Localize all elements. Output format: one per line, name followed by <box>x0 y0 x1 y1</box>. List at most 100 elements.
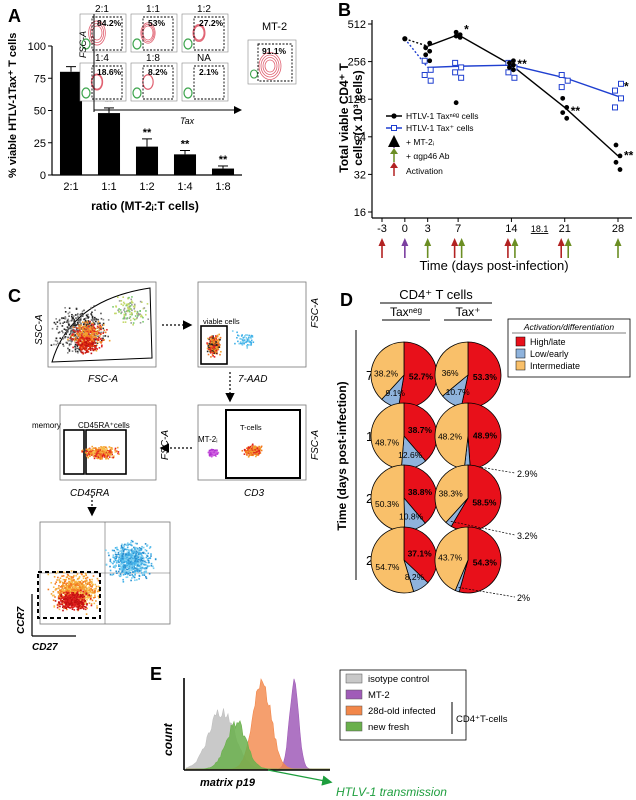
cDots5-dot <box>74 598 76 601</box>
cDots1-dot <box>75 335 78 338</box>
cDots5-dot <box>127 572 130 575</box>
cDots1-dot <box>91 345 93 348</box>
cDots1-dot <box>90 319 93 321</box>
cDots5-dot <box>70 583 73 585</box>
cDots2-dot <box>246 334 249 336</box>
cDots5-dot <box>68 601 71 603</box>
cDots5-dot <box>84 572 87 575</box>
cDots1-dot <box>147 318 150 321</box>
cDots5-dot <box>80 605 83 608</box>
cDots2-dot <box>210 338 212 340</box>
c-plot1-x: FSC-A <box>88 374 118 385</box>
cDots5-dot <box>132 571 134 573</box>
cDots3-dot <box>248 449 251 451</box>
cDots5-dot <box>91 599 94 602</box>
cDots1-dot <box>97 332 100 335</box>
cDots4-dot <box>92 452 95 454</box>
cDots5-dot <box>75 605 78 607</box>
cDots1-dot <box>97 320 100 323</box>
inset-ratio-2: 1:1 <box>146 4 160 15</box>
cDots5-dot <box>131 566 134 569</box>
cDots5-dot <box>70 579 73 582</box>
cDots5-dot <box>132 556 134 558</box>
cDots5-dot <box>54 596 56 598</box>
cDots4-dot <box>90 449 93 452</box>
cDots1-dot <box>53 321 56 324</box>
cDots1-dot <box>86 320 89 323</box>
cDots1-dot <box>96 327 99 329</box>
cDots3-dot <box>243 448 246 451</box>
cDots5-dot <box>125 571 128 573</box>
cDots4-dot <box>99 450 101 453</box>
cDots5-dot <box>77 607 80 609</box>
cDots3-dot <box>250 454 252 456</box>
cDots1-dot <box>76 332 78 335</box>
cDots1-dot <box>81 348 83 351</box>
cDots5-dot <box>133 554 135 556</box>
cDots5-dot <box>134 559 137 562</box>
cDots1-dot <box>67 339 70 342</box>
c-plot4-gate1: memory <box>32 421 61 430</box>
cDots2-dot <box>246 344 249 346</box>
b-arrowhead-6-ab <box>614 238 622 246</box>
inset-neg-cluster-1 <box>132 38 142 50</box>
cDots1-dot <box>85 336 88 339</box>
cDots1-dot <box>77 323 79 325</box>
cDots1-dot <box>85 350 88 352</box>
cDots1-dot <box>79 318 82 321</box>
cDots4-dot <box>106 451 109 453</box>
cDots5-dot <box>64 595 67 597</box>
cDots5-dot <box>61 601 63 603</box>
cDots1-dot <box>75 328 78 331</box>
inset-pct-2: 27.2% <box>199 18 224 28</box>
cDots2-dot <box>244 335 246 337</box>
cDots5-dot <box>64 602 67 605</box>
b-pos-point-5 <box>458 64 465 71</box>
cDots5-dot <box>92 591 95 593</box>
cDots1-dot <box>82 328 85 330</box>
cDots1-dot <box>84 352 87 354</box>
cDots5-dot <box>68 587 71 589</box>
cDots2-dot <box>217 342 220 345</box>
c-plot4-x: CD45RA <box>70 488 110 499</box>
cDots5-dot <box>95 600 97 602</box>
cDots4-dot <box>108 456 111 458</box>
cDots5-dot <box>148 561 150 564</box>
cDots1-dot <box>81 321 84 323</box>
cDots5-dot <box>61 600 64 602</box>
cDots1-dot <box>101 344 103 347</box>
a-x-label: ratio (MT-2ᵢ:T cells) <box>91 199 199 213</box>
cDots4-dot <box>106 448 108 451</box>
cDots1-dot <box>131 301 134 304</box>
cDots4-dot <box>101 451 103 454</box>
cDots5-dot <box>86 587 88 590</box>
b-ytick-label-2: 64 <box>354 132 366 144</box>
cDots5-dot <box>78 599 81 601</box>
cDots1-dot <box>66 326 69 328</box>
cDots2-dot <box>206 347 209 350</box>
cDots5-dot <box>105 549 107 552</box>
cDots4-dot <box>87 450 90 452</box>
cDots5-dot <box>63 579 66 581</box>
b-pos-point-17 <box>618 95 624 102</box>
cDots5-dot <box>83 590 85 593</box>
cDots1-dot <box>69 332 72 335</box>
cDots2-dot <box>231 330 234 332</box>
cDots2-dot <box>216 342 219 345</box>
b-neg-point-13 <box>507 65 512 70</box>
cDots1-dot <box>89 327 92 330</box>
cDots1-dot <box>77 343 79 346</box>
cDots5-dot <box>63 582 66 585</box>
cDots5-dot <box>96 577 99 580</box>
b-sig-0: * <box>464 23 469 37</box>
a-sig-4: ** <box>219 154 228 166</box>
inset-pos-contour-0-1 <box>89 23 105 43</box>
cDots5-dot <box>132 552 135 555</box>
cDots5-dot <box>76 596 79 598</box>
d-pie-7-pos-inter-label: 36% <box>442 368 459 378</box>
cDots2-dot <box>209 336 211 339</box>
inset-x-axis-label: Tax <box>180 116 195 126</box>
cDots1-dot <box>79 350 82 352</box>
cDots1-dot <box>90 324 92 327</box>
inset-plot-5 <box>181 62 229 102</box>
